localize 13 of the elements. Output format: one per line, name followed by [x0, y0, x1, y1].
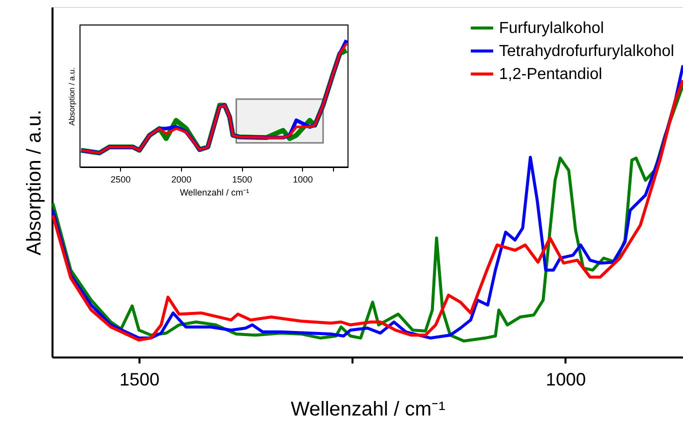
legend-label: Tetrahydrofurfurylalkohol [499, 43, 674, 60]
x-tick-label: 2500 [110, 174, 131, 184]
x-tick-label: 1000 [546, 370, 586, 390]
y-axis-title: Absorption / a.u. [24, 110, 46, 256]
x-tick-label: 1500 [119, 370, 160, 390]
x-tick-label: 1500 [232, 174, 252, 184]
legend-label: 1,2-Pentandiol [499, 66, 602, 83]
x-tick-label: 1000 [292, 174, 313, 184]
legend-label: Furfurylalkohol [499, 20, 604, 37]
x-axis-title: Wellenzahl / cm⁻¹ [290, 398, 446, 420]
x-tick-label: 2000 [171, 174, 192, 184]
x-axis-title: Wellenzahl / cm⁻¹ [180, 188, 250, 198]
y-axis-title: Absorption / a.u. [68, 67, 76, 126]
